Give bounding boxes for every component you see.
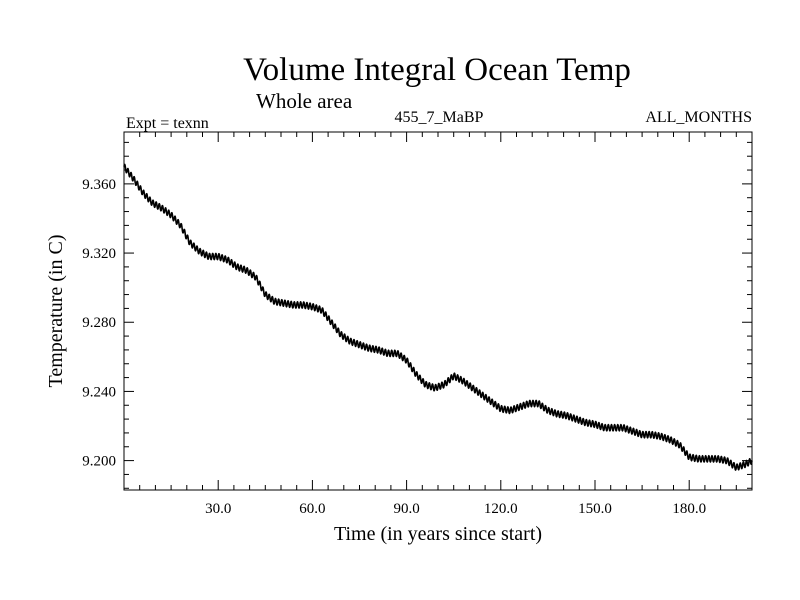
experiment-label: Expt = texnn [126,115,209,132]
chart-title: Volume Integral Ocean Temp [243,52,631,88]
x-axis-label: Time (in years since start) [334,523,542,545]
x-tick-label: 90.0 [393,501,419,517]
x-tick-label: 180.0 [672,501,706,517]
months-label: ALL_MONTHS [645,109,752,126]
y-tick-label: 9.360 [82,177,116,193]
x-tick-label: 120.0 [484,501,518,517]
y-tick-label: 9.320 [82,246,116,262]
temperature-series-line [123,163,753,471]
y-tick-label: 9.280 [82,315,116,331]
x-tick-label: 30.0 [205,501,231,517]
y-tick-label: 9.240 [82,384,116,400]
x-tick-label: 150.0 [578,501,612,517]
plot-frame [123,131,753,491]
y-axis-label: Temperature (in C) [45,235,67,388]
chart-subtitle: Whole area [256,89,353,113]
x-tick-label: 60.0 [299,501,325,517]
period-label: 455_7_MaBP [395,109,484,126]
y-tick-label: 9.200 [82,454,116,470]
series-layer [123,163,753,471]
axis-ticks: 30.0 60.0 90.0 120.0 150.0 180.0 9.200 9.240 9.2… [82,132,752,517]
